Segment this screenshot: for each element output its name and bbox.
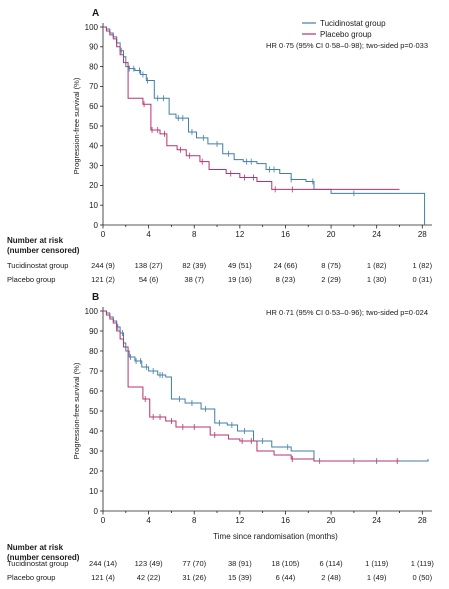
risk-value: 24 (66) (274, 261, 298, 270)
panel-label: A (92, 8, 99, 19)
x-tick-label: 0 (101, 230, 106, 239)
series-line-placebo-group (103, 26, 400, 190)
risk-value: 38 (91) (228, 559, 252, 568)
x-tick-label: 4 (146, 516, 151, 525)
x-tick-label: 20 (327, 516, 336, 525)
risk-value: 2 (48) (321, 573, 341, 582)
y-tick-label: 50 (89, 407, 98, 416)
y-tick-label: 60 (89, 102, 98, 111)
risk-value: 31 (26) (182, 573, 206, 582)
risk-row-group: Placebo group (7, 275, 55, 284)
panel-b: B 0 10 20 30 40 50 60 70 80 90 100 0 4 8 12 16 20 24 28 Prog… (7, 292, 434, 582)
y-axis-label: Progression-free survival (%) (72, 77, 81, 174)
series-line-tucidinostat-group (103, 310, 429, 462)
y-tick-label: 40 (89, 142, 98, 151)
risk-table-subtitle: (number censored) (7, 553, 80, 562)
x-tick-label: 28 (418, 516, 427, 525)
y-tick-label: 80 (89, 62, 98, 71)
risk-value: 121 (2) (91, 275, 115, 284)
risk-value: 42 (22) (137, 573, 161, 582)
risk-table-title: Number at risk (7, 236, 64, 245)
risk-value: 1 (49) (367, 573, 387, 582)
series-line-placebo-group (103, 310, 400, 462)
risk-value: 2 (29) (321, 275, 341, 284)
risk-value: 19 (16) (228, 275, 252, 284)
y-tick-label: 90 (89, 43, 98, 52)
x-tick-label: 8 (192, 230, 197, 239)
y-tick-label: 70 (89, 367, 98, 376)
risk-value: 123 (49) (135, 559, 163, 568)
risk-value: 8 (23) (276, 275, 296, 284)
x-tick-label: 8 (192, 516, 197, 525)
y-tick-label: 10 (89, 201, 98, 210)
risk-value: 244 (14) (89, 559, 117, 568)
y-tick-label: 80 (89, 347, 98, 356)
y-tick-label: 60 (89, 387, 98, 396)
y-tick-label: 20 (89, 467, 98, 476)
x-tick-label: 28 (418, 230, 427, 239)
y-tick-label: 90 (89, 327, 98, 336)
risk-value: 6 (44) (276, 573, 296, 582)
risk-value: 77 (70) (182, 559, 206, 568)
risk-value: 0 (31) (413, 275, 433, 284)
x-tick-label: 16 (281, 230, 290, 239)
risk-table-subtitle: (number censored) (7, 246, 80, 255)
risk-value: 121 (4) (91, 573, 115, 582)
hazard-ratio-annotation: HR 0·71 (95% CI 0·53–0·96); two-sided p=… (266, 308, 428, 317)
x-tick-label: 12 (235, 230, 244, 239)
x-tick-label: 12 (235, 516, 244, 525)
risk-value: 15 (39) (228, 573, 252, 582)
y-tick-label: 100 (85, 23, 99, 32)
risk-value: 18 (105) (271, 559, 299, 568)
risk-value: 244 (9) (91, 261, 115, 270)
legend-entry-tucidinostat-group: Tucidinostat group (320, 19, 386, 28)
y-tick-label: 40 (89, 427, 98, 436)
x-tick-label: 24 (372, 230, 381, 239)
x-tick-label: 20 (327, 230, 336, 239)
x-tick-label: 24 (372, 516, 381, 525)
x-tick-label: 16 (281, 516, 290, 525)
legend-entry-placebo-group: Placebo group (320, 30, 372, 39)
y-tick-label: 30 (89, 447, 98, 456)
risk-value: 138 (27) (135, 261, 163, 270)
x-tick-label: 0 (101, 516, 106, 525)
risk-table-title: Number at risk (7, 543, 64, 552)
risk-value: 1 (82) (413, 261, 433, 270)
risk-value: 8 (75) (321, 261, 341, 270)
risk-value: 0 (50) (413, 573, 433, 582)
risk-value: 49 (51) (228, 261, 252, 270)
risk-value: 54 (6) (139, 275, 159, 284)
risk-value: 6 (114) (319, 559, 343, 568)
y-axis-label: Progression-free survival (%) (72, 362, 81, 459)
panel-a: A 0 10 20 30 40 50 60 70 80 90 100 0 4 8 12 16 20 24 28 Prog… (7, 8, 433, 284)
panel-label: B (92, 292, 99, 303)
y-tick-label: 30 (89, 161, 98, 170)
x-tick-label: 4 (146, 230, 151, 239)
y-tick-label: 20 (89, 181, 98, 190)
risk-row-group: Placebo group (7, 573, 55, 582)
risk-value: 1 (119) (411, 559, 435, 568)
risk-value: 1 (30) (367, 275, 387, 284)
y-tick-label: 0 (94, 507, 99, 516)
y-tick-label: 50 (89, 122, 98, 131)
y-tick-label: 10 (89, 487, 98, 496)
y-tick-label: 100 (85, 307, 99, 316)
risk-value: 38 (7) (184, 275, 204, 284)
y-tick-label: 0 (94, 221, 99, 230)
hazard-ratio-annotation: HR 0·75 (95% CI 0·58–0·98); two-sided p=… (266, 41, 428, 50)
risk-value: 1 (119) (365, 559, 389, 568)
risk-value: 1 (82) (367, 261, 387, 270)
y-tick-label: 70 (89, 82, 98, 91)
risk-row-group: Tucidinostat group (7, 261, 68, 270)
risk-row-group: Tucidinostat group (7, 559, 68, 568)
x-axis-label: Time since randomisation (months) (213, 532, 338, 541)
risk-value: 82 (39) (182, 261, 206, 270)
